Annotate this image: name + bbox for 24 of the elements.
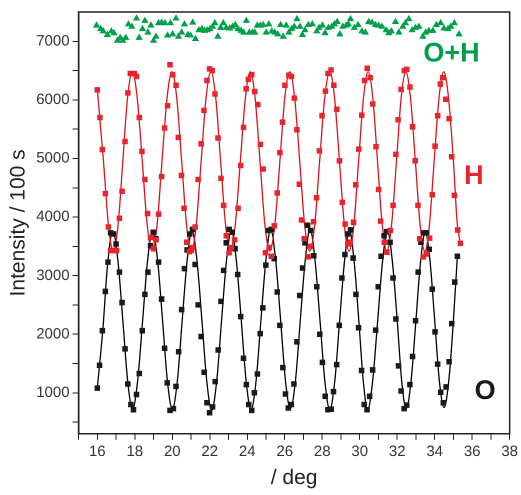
x-tick-label: 18 [126,442,144,460]
x-tick-label: 34 [426,442,444,460]
x-tick-label: 24 [238,442,256,460]
y-tick-label: 1000 [36,384,70,401]
x-tick-label: 28 [314,442,331,460]
y-tick-label: 6000 [36,91,70,108]
x-tick-label: 16 [88,442,106,460]
y-tick-label: 2000 [36,325,70,342]
x-axis-title: / deg [270,466,318,490]
y-axis-title: Intensity / 100 s [6,149,30,296]
x-tick-label: 30 [351,442,368,460]
y-tick-label: 7000 [36,32,70,50]
series-label: O [474,375,496,406]
x-tick-label: 36 [464,442,481,460]
x-tick-label: 32 [388,442,406,460]
x-tick-label: 38 [501,442,518,460]
y-tick-label: 4000 [36,208,70,226]
y-tick-label: 3000 [36,266,70,284]
x-tick-label: 26 [276,442,294,460]
x-tick-label: 22 [201,442,218,460]
series-label: O+H [423,38,480,68]
y-tick-label: 5000 [36,150,70,167]
x-tick-label: 20 [164,442,181,460]
series-label: H [464,160,484,190]
